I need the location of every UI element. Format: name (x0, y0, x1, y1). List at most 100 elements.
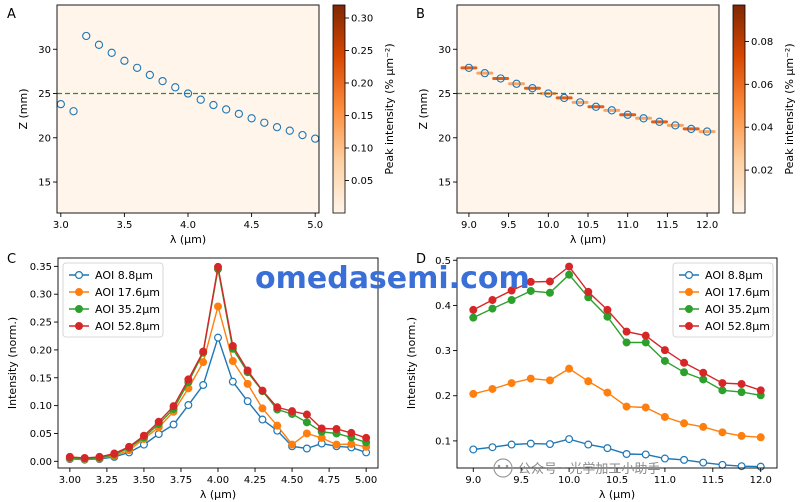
x-tick-label: 10.5 (577, 220, 599, 231)
data-point (243, 379, 252, 388)
data-point (512, 79, 521, 88)
data-point (526, 286, 535, 295)
x-tick-label: 9.0 (461, 220, 477, 231)
data-point (607, 106, 616, 115)
data-point (565, 435, 574, 444)
data-point (507, 286, 516, 295)
legend-label: AOI 8.8μm (705, 269, 763, 282)
legend: AOI 8.8μm AOI 17.6μm AOI 35.2μm AOI 52.8μm (672, 262, 774, 338)
wechat-watermark: 公众号 · 光学加工小助手 (493, 458, 660, 478)
heatmap-background (57, 5, 319, 213)
colorbar-tick-label: 0.08 (751, 37, 773, 48)
data-point (288, 407, 297, 416)
x-tick-label: 9.5 (501, 220, 517, 231)
wechat-icon-eye (505, 464, 509, 468)
data-point (222, 105, 231, 114)
data-point (526, 277, 535, 286)
x-tick-label: 4.25 (244, 475, 266, 486)
colorbar-gradient (732, 4, 746, 214)
data-point (641, 338, 650, 347)
series-1 (65, 333, 371, 464)
legend-marker (74, 322, 83, 331)
series-line (473, 273, 761, 396)
x-tick-label: 9.5 (513, 475, 529, 486)
x-tick-label: 11.0 (617, 220, 639, 231)
data-point (575, 98, 585, 107)
data-point (718, 379, 727, 388)
data-point (526, 374, 535, 383)
x-tick-label: 11.5 (702, 475, 724, 486)
legend-label: AOI 8.8μm (95, 269, 153, 282)
data-point (199, 358, 208, 367)
data-point (660, 454, 669, 463)
data-point (603, 444, 612, 453)
series-4 (65, 262, 371, 462)
series-2 (469, 364, 765, 442)
x-tick-label: 9.0 (465, 475, 481, 486)
y-tick-label: 20 (38, 133, 51, 144)
series-line (473, 438, 761, 468)
panel-b: B 9.0 9.5 10.0 10.5 11.0 11.5 12.0 15 20 25 30 λ (μm… (416, 4, 796, 246)
data-point (273, 403, 282, 412)
data-point (718, 386, 727, 395)
data-point (756, 386, 765, 395)
data-point (469, 305, 478, 314)
x-axis-label: λ (μm) (570, 233, 606, 246)
y-tick-label: 25 (38, 89, 51, 100)
colorbar-tick-label: 0.15 (351, 111, 373, 122)
y-tick-label: 0.00 (30, 457, 52, 468)
data-point (199, 347, 208, 356)
data-point (488, 296, 497, 305)
x-tick-label: 10.5 (606, 475, 628, 486)
data-point (641, 450, 650, 459)
y-axis-label: Intensity (norm.) (6, 317, 19, 409)
colorbar-gradient (332, 4, 346, 214)
data-point (641, 403, 650, 412)
y-tick-label: 0.15 (30, 373, 52, 384)
data-point (488, 304, 497, 313)
panel-d: D AOI 8.8μm AOI 17.6μm AOI 35.2μm AOI 52.8μm… (405, 252, 778, 501)
data-point (169, 402, 178, 411)
data-point (680, 368, 689, 377)
data-point (507, 296, 516, 305)
y-axis-label: Intensity (norm.) (405, 317, 418, 409)
wechat-icon-eye (497, 464, 501, 468)
data-point (332, 440, 341, 449)
y-tick-label: 0.20 (30, 345, 52, 356)
data-point (480, 69, 489, 78)
watermark-text: omedasemi.com (255, 261, 530, 296)
series-3 (469, 270, 765, 400)
data-point (507, 440, 516, 449)
data-point (214, 262, 223, 271)
x-axis-label: λ (μm) (599, 488, 635, 501)
data-point (565, 270, 574, 279)
data-point (737, 462, 746, 471)
data-point (94, 40, 104, 49)
panel-label: C (7, 252, 16, 267)
data-point (260, 118, 269, 127)
data-point (298, 130, 307, 140)
x-tick-label: 12.0 (750, 475, 772, 486)
colorbar: 0.02 0.04 0.06 0.08 Peak intensity (% μm⁻²) (732, 4, 796, 214)
x-tick-label: 4.00 (207, 475, 229, 486)
y-tick-label: 0.2 (435, 391, 451, 402)
data-point (154, 430, 163, 439)
data-point (228, 342, 237, 351)
data-point (285, 126, 294, 135)
x-tick-label: 10.0 (537, 220, 559, 231)
data-point (145, 70, 154, 80)
legend-label: AOI 17.6μm (705, 286, 770, 299)
data-point (584, 440, 593, 449)
data-point (347, 428, 356, 437)
y-tick-label: 25 (438, 89, 451, 100)
series-1 (469, 435, 765, 471)
data-point (158, 76, 167, 86)
data-point (488, 384, 497, 393)
colorbar-tick-label: 0.10 (351, 144, 373, 155)
data-point (584, 377, 593, 386)
series-4 (469, 262, 765, 395)
legend-marker (74, 305, 83, 314)
data-point (258, 404, 267, 413)
legend: AOI 8.8μm AOI 17.6μm AOI 35.2μm AOI 52.8μm (62, 262, 164, 338)
data-point (680, 455, 689, 464)
